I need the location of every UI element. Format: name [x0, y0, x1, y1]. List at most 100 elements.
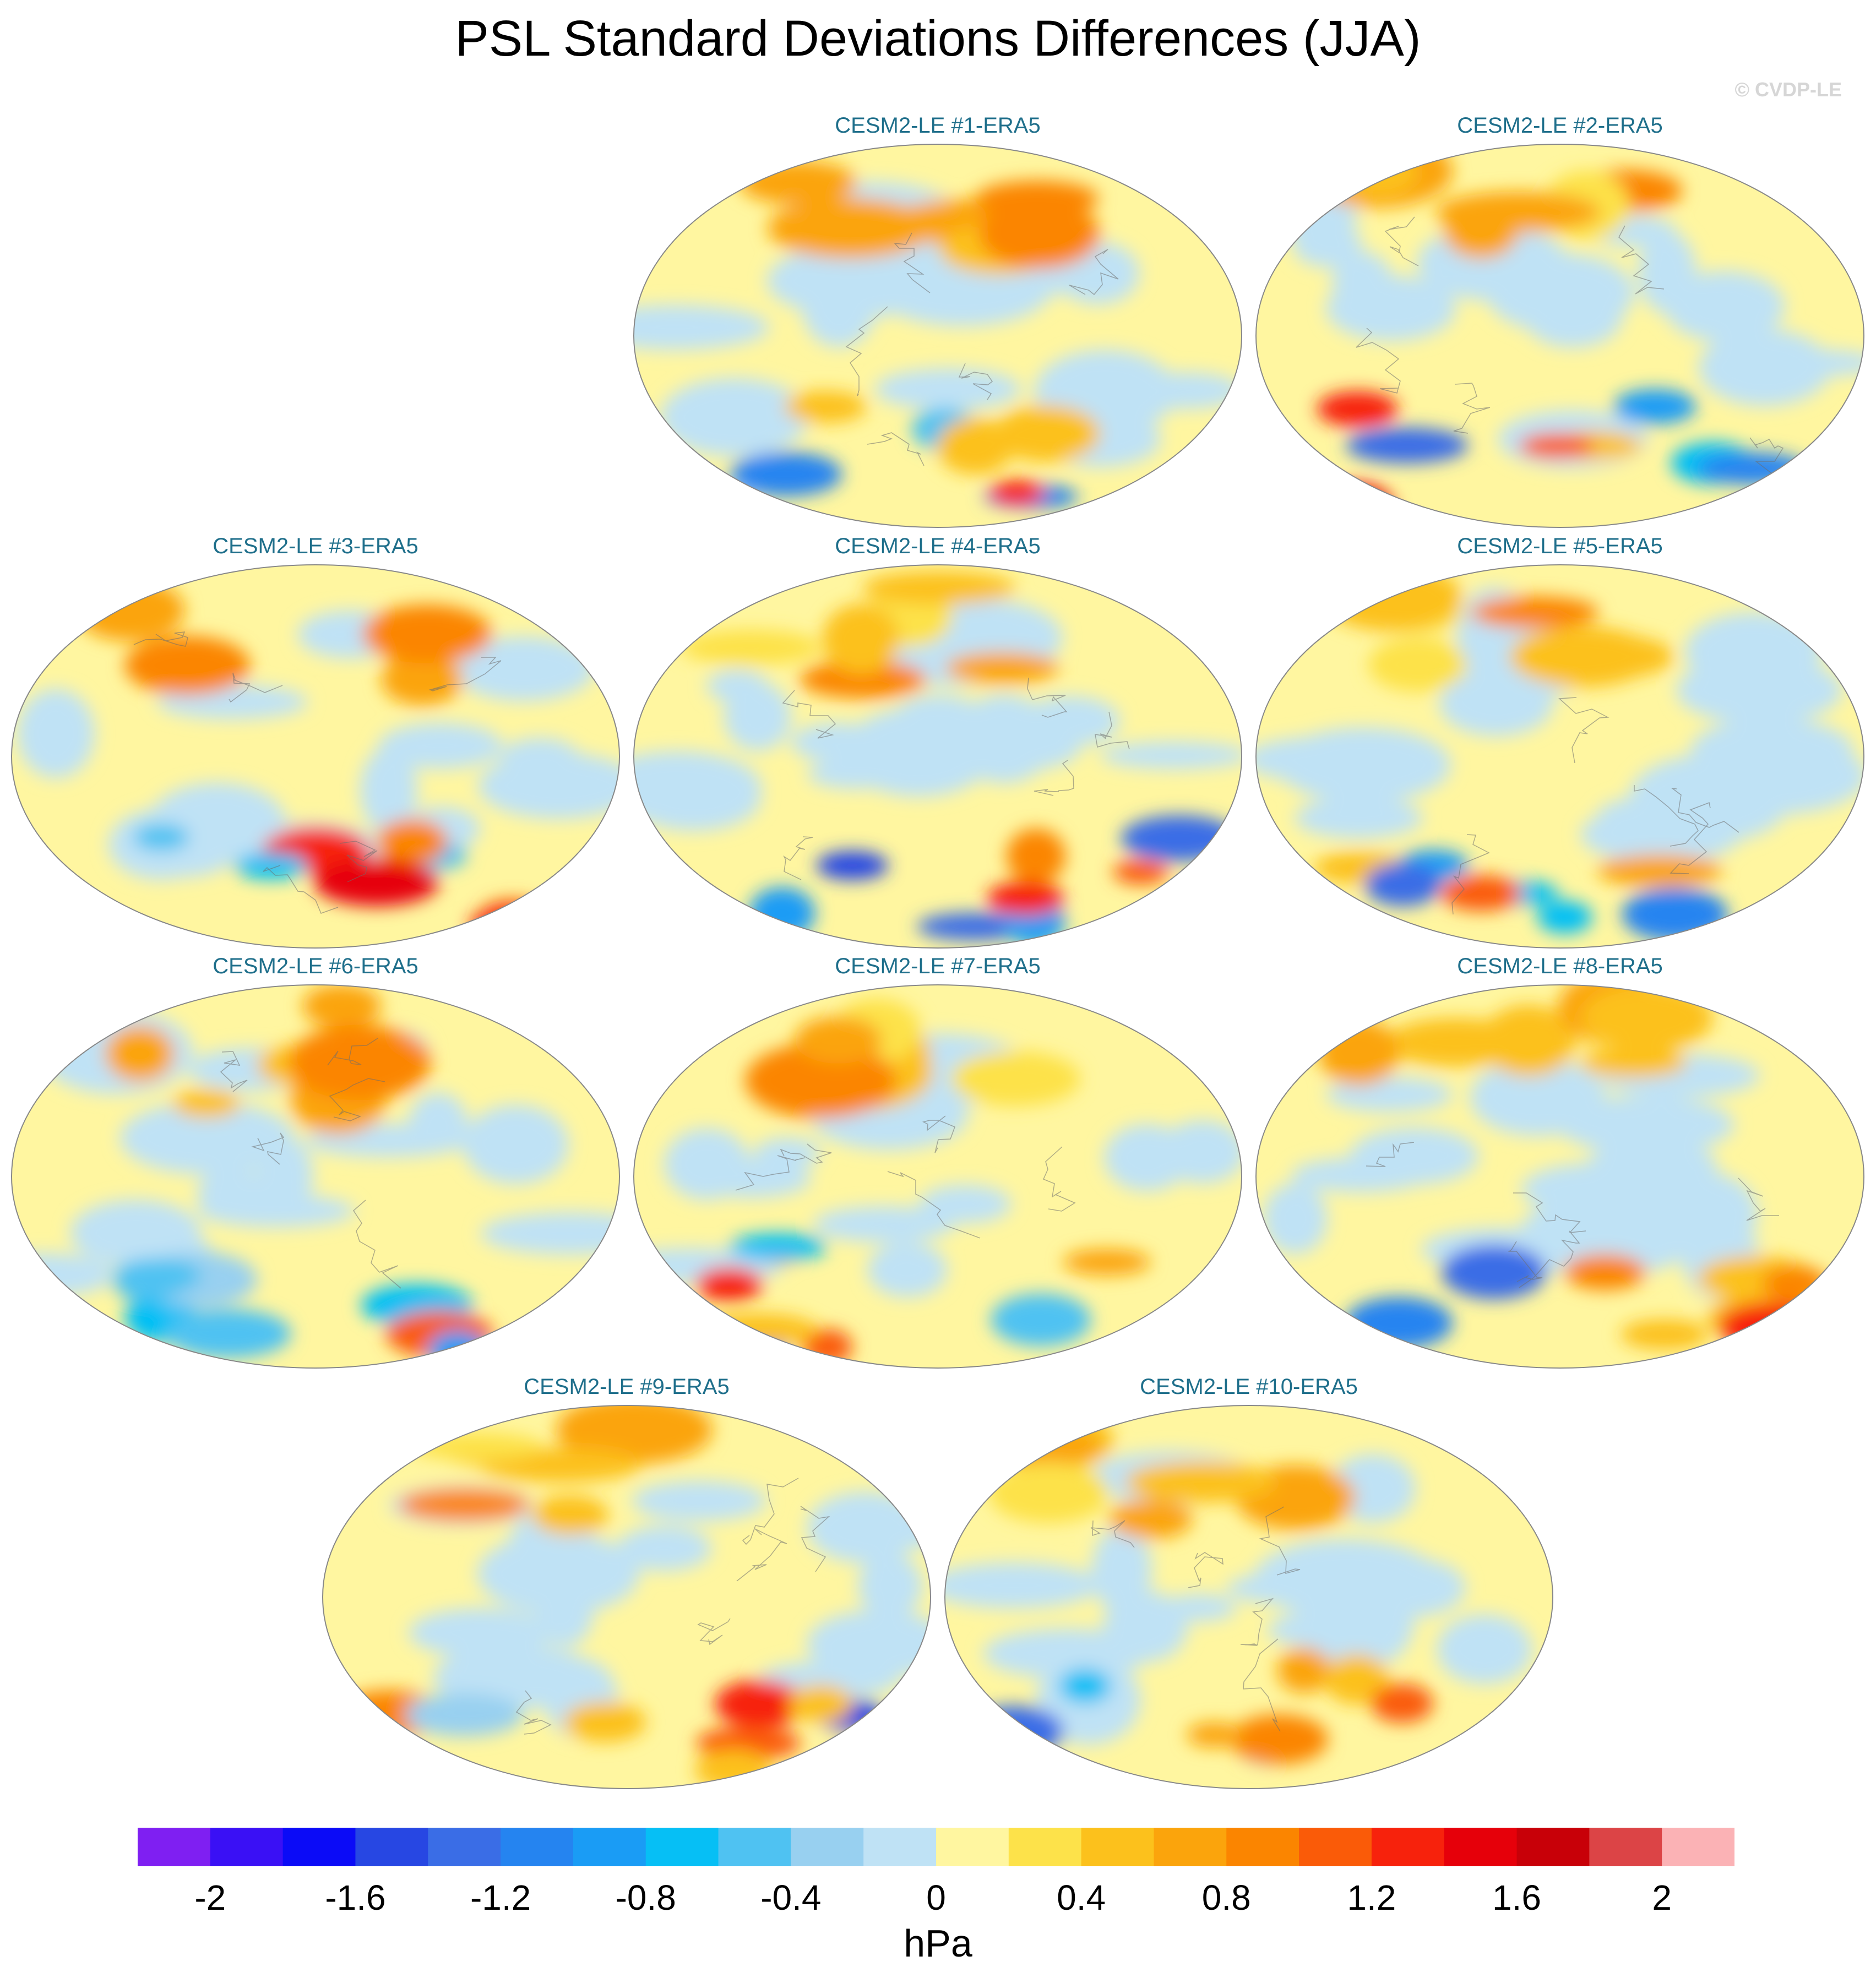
anomaly-contour: [1324, 1654, 1389, 1705]
anomaly-contour: [988, 1462, 1109, 1523]
colorbar-swatch: [138, 1828, 211, 1866]
map-globe: [1255, 564, 1864, 949]
anomaly-contour: [1100, 741, 1242, 770]
colorbar-swatch: [573, 1828, 646, 1866]
anomaly-contour: [105, 1026, 175, 1082]
panel-title: CESM2-LE #5-ERA5: [1457, 534, 1663, 558]
anomaly-contour: [979, 199, 1100, 269]
anomaly-contour: [405, 1693, 524, 1737]
coastline: [845, 232, 1119, 466]
anomaly-contour: [807, 759, 905, 789]
colorbar-tick-label: 0.8: [1201, 1878, 1251, 1917]
anomaly-contour: [1125, 1461, 1276, 1503]
anomaly-contour: [197, 1165, 265, 1223]
anomaly-contour: [822, 603, 900, 674]
anomaly-contour: [1580, 1047, 1687, 1078]
anomaly-contour: [1006, 829, 1066, 884]
watermark: © CVDP-LE: [1734, 78, 1842, 101]
colorbar-tick-label: 2: [1652, 1878, 1672, 1917]
panel-title: CESM2-LE #1-ERA5: [835, 113, 1041, 138]
anomaly-contour: [1303, 144, 1453, 208]
globe-outline: [944, 1405, 1553, 1789]
coastline: [220, 1038, 401, 1289]
panel-title: CESM2-LE #6-ERA5: [213, 954, 418, 978]
globe-outline: [11, 984, 620, 1369]
anomaly-contour: [1285, 174, 1357, 255]
anomaly-contour: [1103, 1590, 1188, 1662]
colorbar: [138, 1828, 1734, 1866]
anomaly-contour: [1437, 1614, 1532, 1685]
anomaly-contour: [1317, 391, 1398, 427]
anomaly-contour: [1717, 1301, 1830, 1352]
map-globe: [633, 984, 1242, 1369]
anomaly-contour: [1263, 1183, 1328, 1255]
anomaly-contour: [1103, 1124, 1190, 1191]
anomaly-contour: [632, 1480, 766, 1522]
anomaly-contour: [1109, 1499, 1193, 1539]
anomaly-contour: [1318, 1019, 1400, 1086]
map-panel: CESM2-LE #10-ERA5: [943, 1375, 1554, 1791]
anomaly-contour: [1597, 795, 1716, 833]
colorbar-swatch: [1008, 1828, 1082, 1866]
anomaly-contour: [381, 653, 463, 706]
colorbar-swatch: [1371, 1828, 1445, 1866]
anomaly-contour: [807, 1609, 931, 1678]
anomaly-contour: [376, 819, 448, 865]
colorbar-tick-label: -0.8: [615, 1878, 676, 1917]
panel-title: CESM2-LE #7-ERA5: [835, 954, 1041, 978]
anomaly-contour: [965, 1705, 1064, 1757]
anomaly-contour: [706, 669, 769, 702]
anomaly-contour: [1738, 348, 1864, 377]
colorbar-tick-label: -1.6: [325, 1878, 386, 1917]
colorbar-swatch: [1589, 1828, 1662, 1866]
anomaly-contour: [378, 722, 503, 769]
anomaly-contour: [937, 418, 1014, 475]
anomaly-contour: [1256, 735, 1424, 784]
anomaly-contour: [1537, 901, 1592, 934]
colorbar-swatch: [1444, 1828, 1518, 1866]
anomaly-contour: [124, 636, 251, 695]
anomaly-contour: [867, 1242, 948, 1298]
map-panel: CESM2-LE #9-ERA5: [321, 1375, 932, 1791]
anomaly-contour: [314, 858, 439, 907]
anomaly-contour: [916, 913, 1032, 941]
anomaly-contour: [1322, 565, 1462, 631]
anomaly-contour: [1519, 433, 1594, 459]
anomaly-contour: [1523, 283, 1623, 348]
anomaly-contour: [749, 887, 815, 940]
panel-title: CESM2-LE #8-ERA5: [1457, 954, 1663, 978]
anomaly-contour: [1587, 1138, 1717, 1193]
map-globe: [633, 564, 1242, 949]
globe-outline: [1255, 984, 1864, 1369]
anomaly-contour: [165, 1309, 291, 1359]
panel-title: CESM2-LE #2-ERA5: [1457, 113, 1663, 138]
anomaly-contour: [133, 823, 189, 851]
globe-outline: [633, 564, 1242, 949]
anomaly-contour: [1622, 887, 1728, 941]
anomaly-contour: [469, 908, 539, 941]
coastline: [133, 631, 502, 914]
colorbar-swatch: [355, 1828, 428, 1866]
globe-outline: [1255, 564, 1864, 949]
anomaly-contour: [113, 1258, 201, 1294]
anomaly-contour: [1676, 656, 1842, 724]
coastline: [1366, 1142, 1779, 1288]
anomaly-contour: [789, 1685, 853, 1723]
colorbar-tick-label: -0.4: [760, 1878, 822, 1917]
colorbar-swatch: [210, 1828, 284, 1866]
anomaly-contour: [1291, 1157, 1431, 1192]
colorbar-swatch: [1081, 1828, 1154, 1866]
anomaly-contour: [463, 1104, 569, 1185]
colorbar-swatch: [1516, 1828, 1590, 1866]
anomaly-contour: [987, 881, 1064, 916]
anomaly-contour: [993, 405, 1100, 462]
coastline: [1356, 216, 1784, 475]
globe-outline: [11, 564, 620, 949]
anomaly-contour: [945, 652, 1059, 684]
anomaly-contour: [1267, 1611, 1378, 1648]
anomaly-contour: [1059, 1668, 1111, 1704]
anomaly-contour: [1295, 797, 1423, 838]
map-panel: CESM2-LE #6-ERA5: [10, 954, 621, 1370]
map-globe: [322, 1405, 931, 1789]
anomaly-contour: [945, 1562, 1100, 1609]
